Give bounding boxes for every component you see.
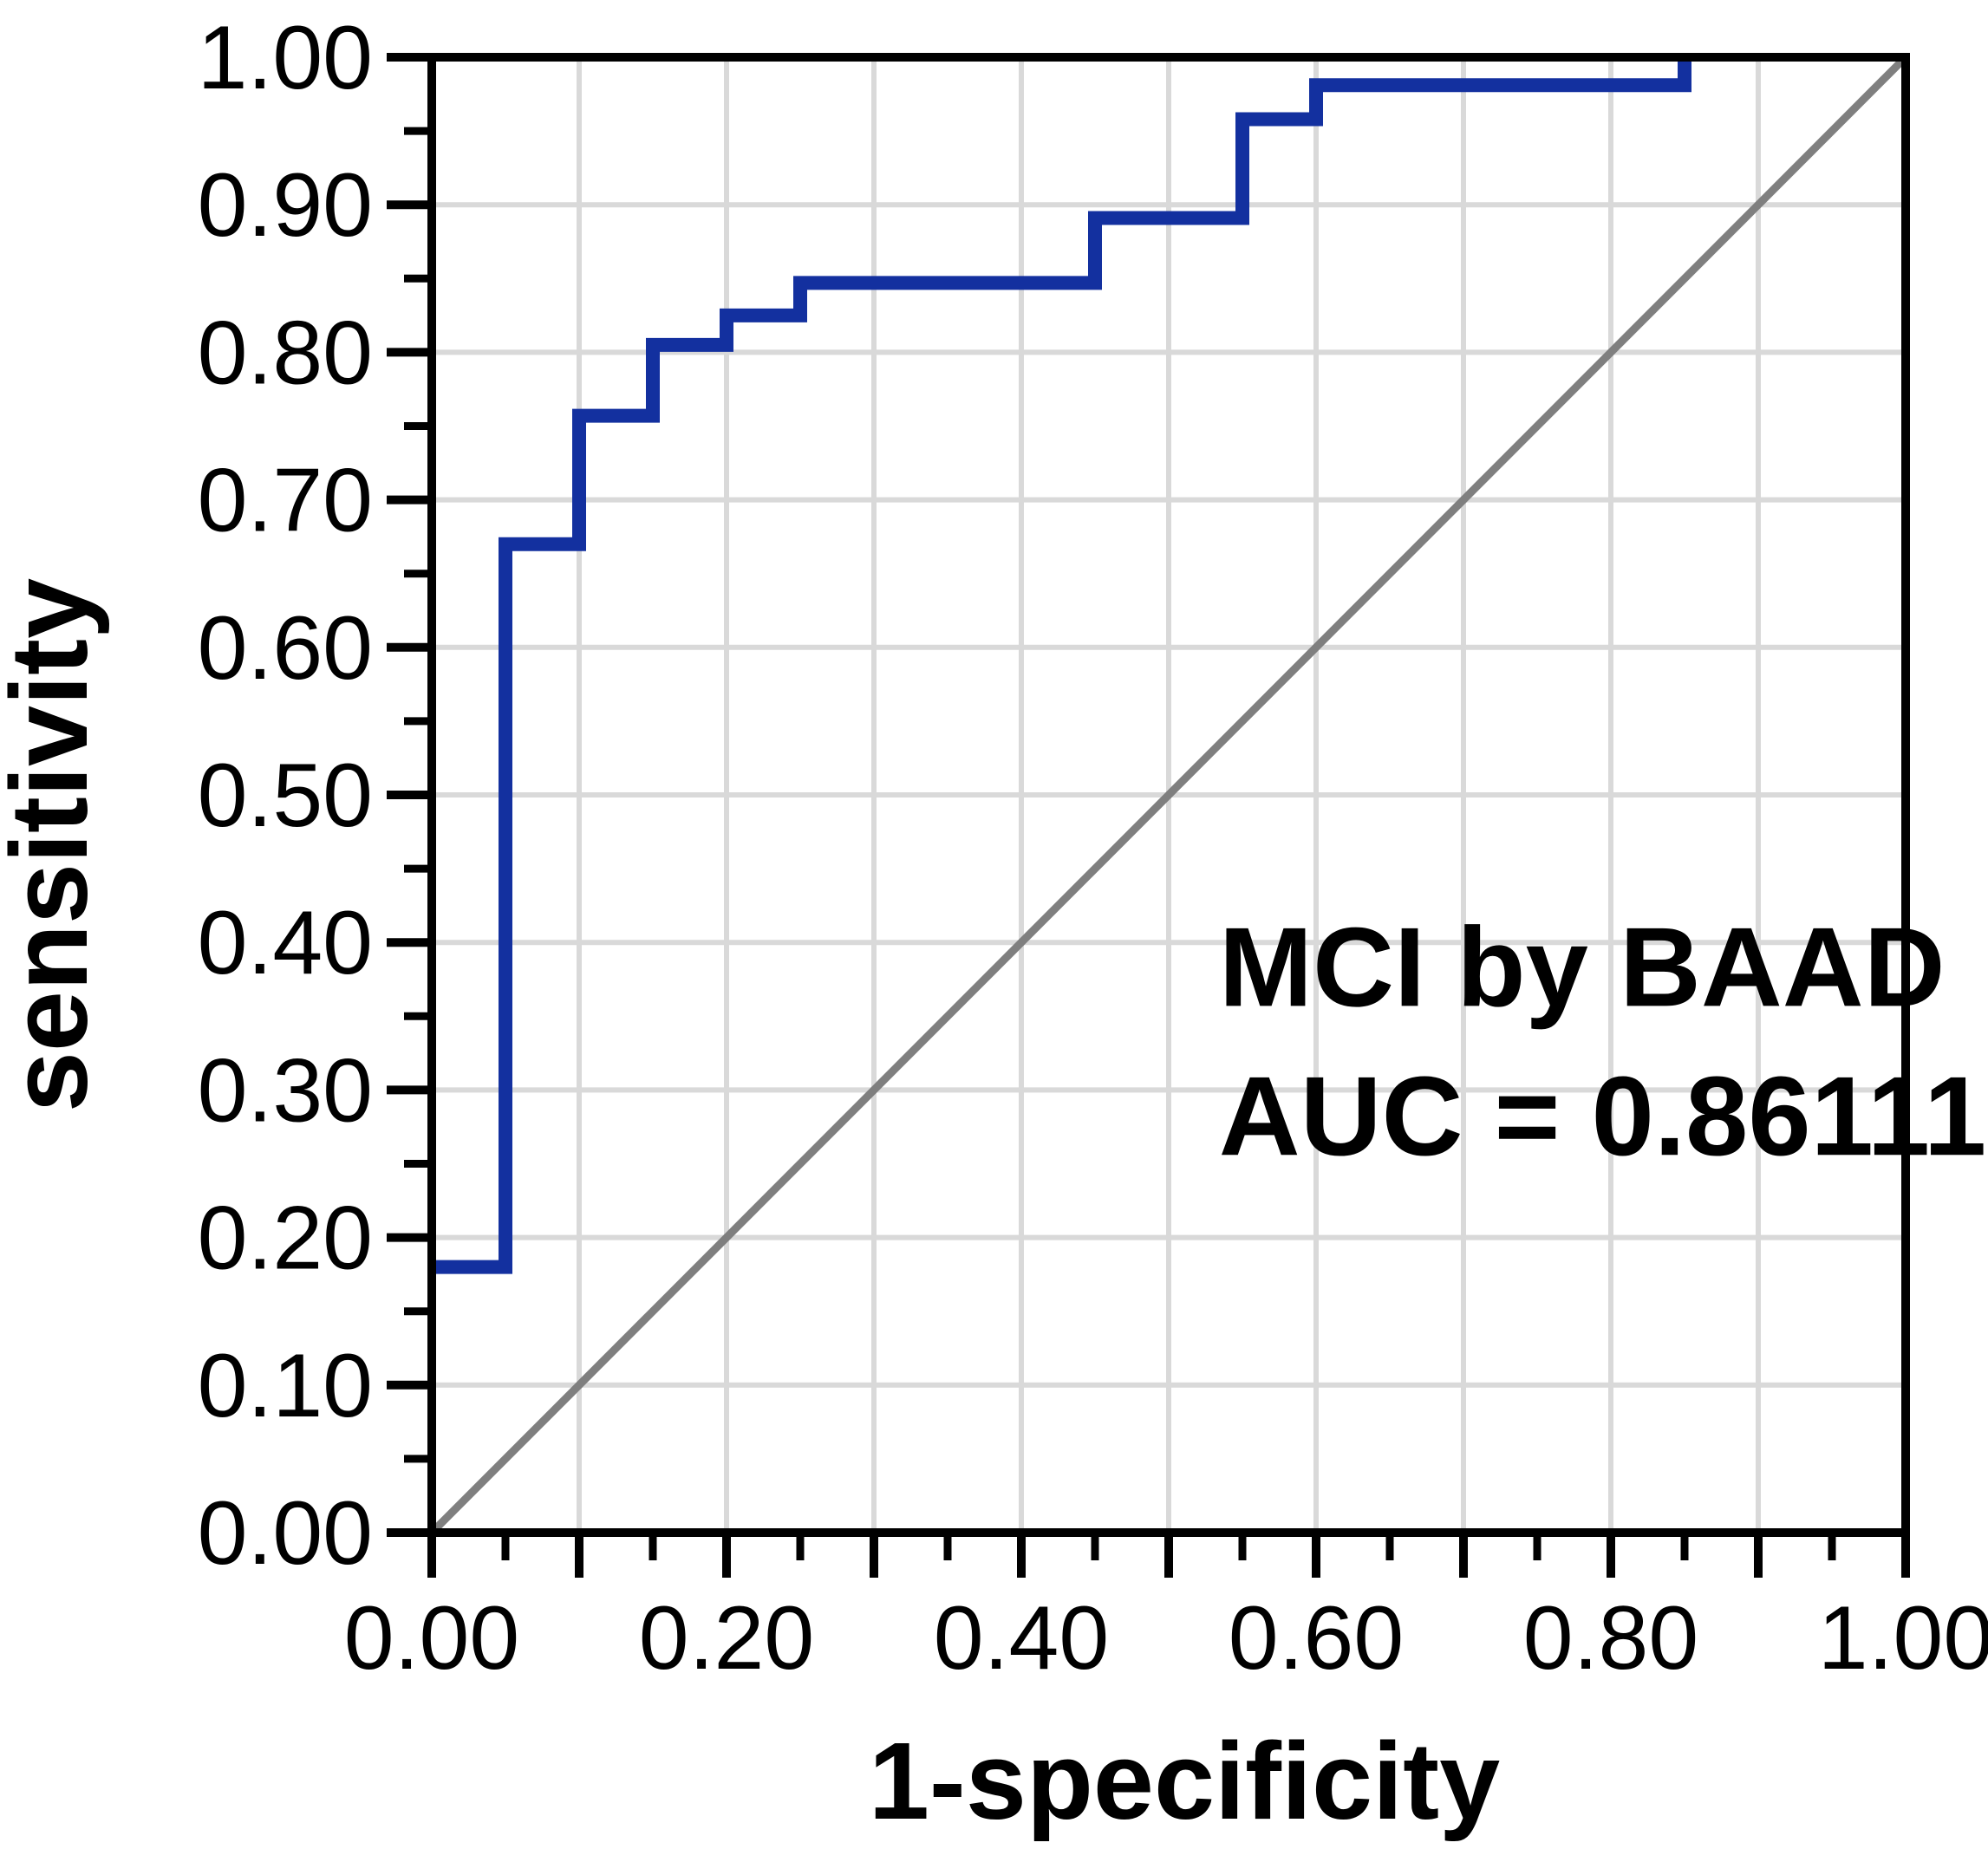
y-tick-label-0.00: 0.00 <box>198 1483 373 1584</box>
axis-ticks <box>387 53 1910 1578</box>
x-tick-label-1.00: 1.00 <box>1818 1588 1988 1689</box>
x-tick-label-0.20: 0.20 <box>639 1588 814 1689</box>
roc-curve-line <box>432 57 1691 1274</box>
y-tick-label-0.60: 0.60 <box>198 598 373 699</box>
gridlines <box>432 57 1906 1533</box>
y-tick-label-0.70: 0.70 <box>198 451 373 551</box>
y-tick-labels: 0.00 0.10 0.20 0.30 0.40 0.50 0.60 0.70 0.80 0.90… <box>198 8 373 1584</box>
y-tick-label-0.30: 0.30 <box>198 1040 373 1141</box>
y-tick-label-1.00: 1.00 <box>198 8 373 108</box>
y-tick-label-0.10: 0.10 <box>198 1336 373 1436</box>
y-axis-title: sensitivity <box>0 578 110 1112</box>
y-tick-label-0.80: 0.80 <box>198 303 373 403</box>
chance-diagonal-line <box>428 54 1909 1536</box>
annotation-auc-value: AUC = 0.86111 <box>1219 1052 1986 1179</box>
y-tick-label-0.50: 0.50 <box>198 745 373 846</box>
x-tick-labels: 0.00 0.20 0.40 0.60 0.80 1.00 <box>344 1588 1988 1689</box>
x-axis-title: 1-specificity <box>869 1720 1500 1842</box>
series-lines <box>428 54 1909 1536</box>
x-tick-label-0.00: 0.00 <box>344 1588 519 1689</box>
y-tick-label-0.20: 0.20 <box>198 1188 373 1289</box>
x-tick-label-0.40: 0.40 <box>934 1588 1109 1689</box>
y-tick-label-0.90: 0.90 <box>198 155 373 256</box>
annotation-model-label: MCI by BAAD <box>1219 903 1946 1030</box>
x-tick-label-0.80: 0.80 <box>1523 1588 1698 1689</box>
x-tick-label-0.60: 0.60 <box>1229 1588 1404 1689</box>
y-tick-label-0.40: 0.40 <box>198 893 373 993</box>
